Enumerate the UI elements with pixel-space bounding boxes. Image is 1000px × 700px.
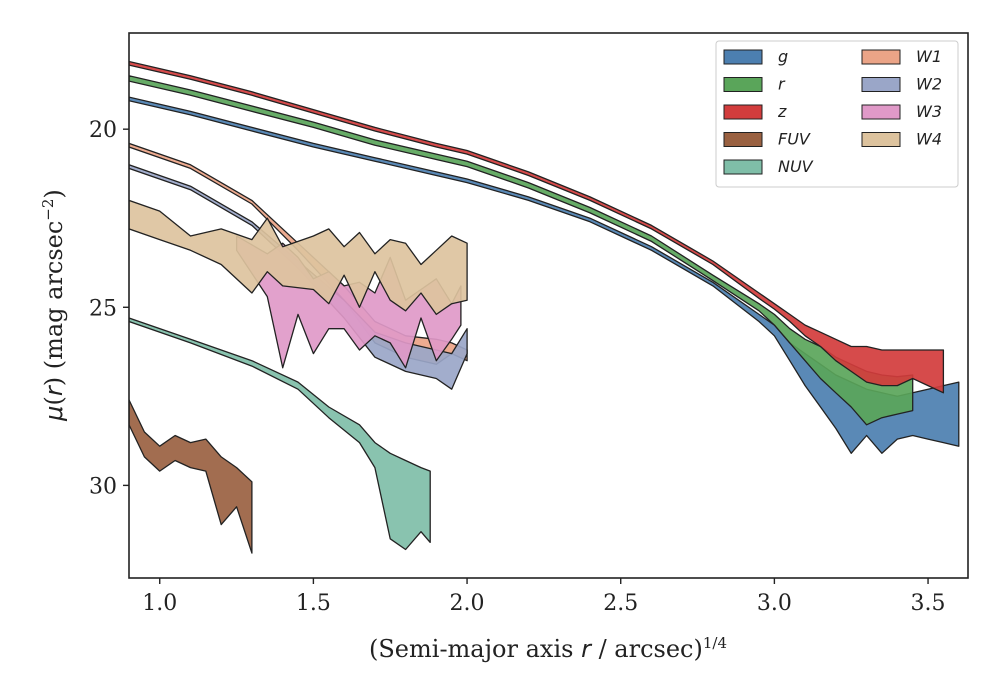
legend-swatch-w4 — [861, 132, 901, 147]
band-r — [129, 75, 914, 426]
legend-label-r: r — [778, 75, 786, 94]
x-tick-label: 2.0 — [450, 591, 485, 616]
x-tick-label: 1.0 — [142, 591, 177, 616]
plot-frame — [128, 32, 969, 579]
series-bands — [129, 60, 960, 554]
legend-swatch-w1 — [861, 49, 901, 65]
legend: grz FUV NUV W1 W2 W3 W4 — [715, 40, 959, 188]
y-axis-label: μ(r) (mag arcsec−2) — [39, 189, 68, 422]
band-w4 — [129, 199, 468, 316]
legend-swatch-fuv — [723, 132, 763, 147]
band-z — [129, 60, 945, 394]
band-nuv — [129, 317, 431, 551]
x-tick-label: 1.5 — [296, 591, 331, 616]
y-tick-label: 20 — [89, 118, 117, 143]
legend-swatch-z — [723, 104, 763, 120]
x-tick-label: 3.5 — [911, 591, 946, 616]
legend-label-w2: W2 — [916, 75, 942, 94]
y-tick-label: 30 — [89, 474, 117, 499]
y-axis: 20 25 30 — [89, 118, 129, 499]
x-tick-label: 2.5 — [603, 591, 638, 616]
legend-label-g: g — [778, 47, 788, 66]
x-axis: 1.0 1.5 2.0 2.5 3.0 3.5 — [142, 578, 946, 616]
x-tick-label: 3.0 — [757, 591, 792, 616]
legend-swatch-w3 — [861, 104, 901, 120]
legend-swatch-r — [723, 77, 763, 92]
x-axis-label: (Semi-major axis r / arcsec)1/4 — [369, 634, 727, 663]
band-fuv — [129, 399, 253, 554]
legend-swatch-g — [723, 49, 763, 65]
legend-swatch-w2 — [861, 77, 901, 92]
legend-swatch-nuv — [723, 159, 763, 175]
legend-label-z: z — [777, 102, 787, 121]
legend-label-w1: W1 — [916, 47, 942, 66]
legend-label-w4: W4 — [916, 130, 942, 149]
y-tick-label: 25 — [89, 296, 117, 321]
legend-label-nuv: NUV — [778, 157, 814, 176]
legend-label-w3: W3 — [916, 102, 942, 121]
legend-label-fuv: FUV — [778, 130, 811, 149]
